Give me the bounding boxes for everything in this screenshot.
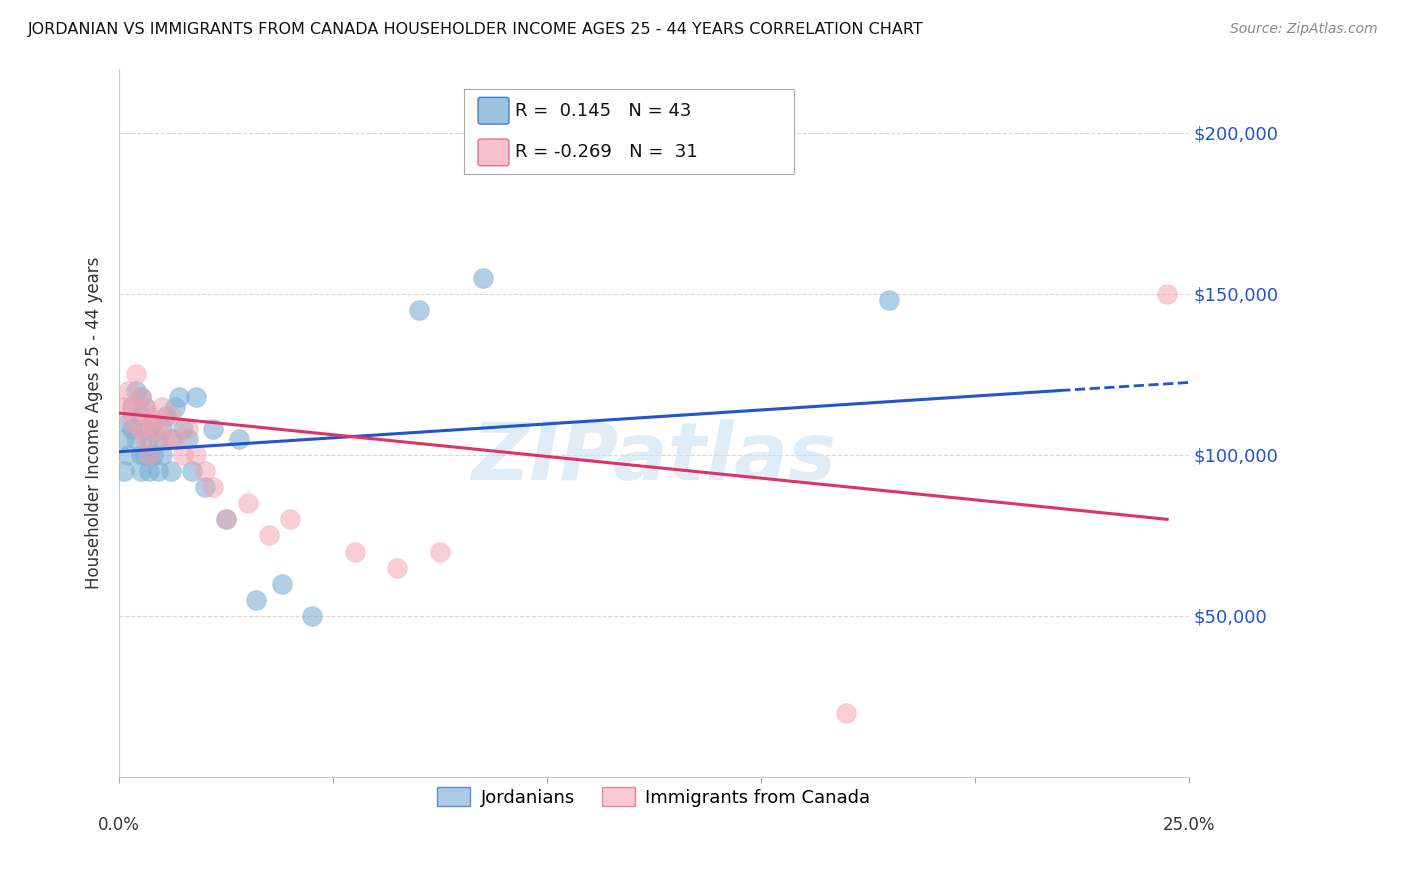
Point xyxy=(121,400,143,414)
Point xyxy=(155,409,177,424)
Point xyxy=(194,464,217,478)
Point xyxy=(387,560,409,574)
Point xyxy=(236,496,259,510)
Text: R = -0.269   N =  31: R = -0.269 N = 31 xyxy=(515,144,697,161)
Point xyxy=(121,400,143,414)
Point xyxy=(167,390,190,404)
Point xyxy=(134,432,156,446)
Point xyxy=(134,422,156,436)
Point xyxy=(202,480,225,494)
Point xyxy=(280,512,302,526)
Point xyxy=(177,432,200,446)
Text: R =  0.145   N = 43: R = 0.145 N = 43 xyxy=(515,102,690,120)
Text: Source: ZipAtlas.com: Source: ZipAtlas.com xyxy=(1230,22,1378,37)
Point xyxy=(155,432,177,446)
Point xyxy=(121,416,143,430)
Point xyxy=(142,416,165,430)
Point xyxy=(1156,287,1178,301)
Point xyxy=(138,432,160,446)
Point xyxy=(125,432,148,446)
Point xyxy=(429,544,451,558)
Point xyxy=(121,422,143,436)
Point xyxy=(245,592,267,607)
Point xyxy=(150,422,173,436)
Point xyxy=(163,400,186,414)
Point xyxy=(471,270,494,285)
Point xyxy=(146,432,169,446)
Point xyxy=(163,432,186,446)
Point xyxy=(129,390,152,404)
Point xyxy=(134,400,156,414)
Point xyxy=(172,422,194,436)
Point xyxy=(159,464,181,478)
Point xyxy=(117,416,139,430)
Point xyxy=(159,409,181,424)
Text: ZIPatlas: ZIPatlas xyxy=(471,419,837,497)
Point xyxy=(150,448,173,462)
Point xyxy=(186,390,208,404)
Point xyxy=(177,422,200,436)
Point xyxy=(146,422,169,436)
Point xyxy=(125,384,148,398)
Point xyxy=(112,432,135,446)
Text: 0.0%: 0.0% xyxy=(98,815,141,834)
Point xyxy=(117,384,139,398)
Point xyxy=(159,432,181,446)
Point xyxy=(129,464,152,478)
Point xyxy=(129,409,152,424)
Point xyxy=(202,422,225,436)
Point xyxy=(877,293,900,308)
Point xyxy=(270,576,292,591)
Point xyxy=(215,512,238,526)
Text: 25.0%: 25.0% xyxy=(1163,815,1215,834)
Point xyxy=(215,512,238,526)
Point xyxy=(142,416,165,430)
Point xyxy=(134,448,156,462)
Point xyxy=(172,448,194,462)
Point xyxy=(301,609,323,624)
Legend: Jordanians, Immigrants from Canada: Jordanians, Immigrants from Canada xyxy=(430,780,877,814)
Point xyxy=(194,480,217,494)
Point xyxy=(142,448,165,462)
Point xyxy=(129,422,152,436)
Point xyxy=(408,303,430,318)
Point xyxy=(835,706,858,720)
Point xyxy=(138,448,160,462)
Point xyxy=(129,448,152,462)
Point xyxy=(129,390,152,404)
Point xyxy=(112,464,135,478)
Y-axis label: Householder Income Ages 25 - 44 years: Householder Income Ages 25 - 44 years xyxy=(86,257,103,589)
Point xyxy=(146,464,169,478)
Point xyxy=(181,464,204,478)
Point xyxy=(138,409,160,424)
Point xyxy=(186,448,208,462)
Point xyxy=(138,464,160,478)
Point xyxy=(117,448,139,462)
Text: JORDANIAN VS IMMIGRANTS FROM CANADA HOUSEHOLDER INCOME AGES 25 - 44 YEARS CORREL: JORDANIAN VS IMMIGRANTS FROM CANADA HOUS… xyxy=(28,22,924,37)
Point xyxy=(138,448,160,462)
Point xyxy=(134,400,156,414)
Point xyxy=(150,400,173,414)
Point xyxy=(257,528,280,542)
Point xyxy=(343,544,366,558)
Point xyxy=(112,400,135,414)
Point xyxy=(125,368,148,382)
Point xyxy=(228,432,250,446)
